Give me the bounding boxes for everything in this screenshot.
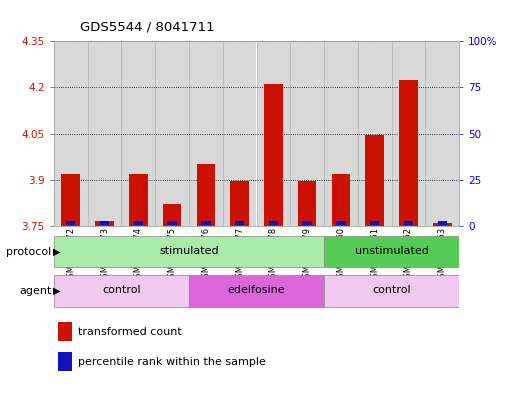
Bar [324,235,459,267]
Text: control: control [102,285,141,295]
Bar [189,275,324,307]
Bar [122,41,155,226]
Bar [95,221,114,226]
Bar [223,41,256,226]
Bar [58,322,72,341]
Bar [54,275,189,307]
Bar [391,41,425,226]
Bar [54,235,324,267]
Bar [425,41,459,226]
Text: percentile rank within the sample: percentile rank within the sample [78,357,266,367]
Bar [336,221,346,225]
Text: ▶: ▶ [53,246,61,257]
Bar [235,221,244,225]
Bar [167,221,177,225]
Text: transformed count: transformed count [78,327,182,337]
Bar [264,84,283,226]
Bar [133,221,143,225]
Bar [196,164,215,226]
Bar [155,41,189,226]
Bar [324,275,459,307]
Bar [324,41,358,226]
Bar [163,204,182,226]
Bar [62,174,80,226]
Bar [201,221,210,225]
Bar [433,223,451,226]
Bar [129,174,148,226]
Bar [66,221,75,225]
Bar [230,181,249,226]
Bar [404,221,413,225]
Bar [54,41,88,226]
Bar [365,135,384,226]
Bar [358,41,391,226]
Bar [269,221,278,225]
Bar [88,41,122,226]
Text: unstimulated: unstimulated [354,246,428,256]
Bar [370,221,380,225]
Bar [438,221,447,225]
Text: control: control [372,285,411,295]
Text: GDS5544 / 8041711: GDS5544 / 8041711 [80,20,214,33]
Bar [256,41,290,226]
Bar [100,221,109,225]
Bar [331,174,350,226]
Bar [303,221,312,225]
Bar [58,353,72,371]
Bar [298,181,317,226]
Text: agent: agent [19,286,51,296]
Bar [189,41,223,226]
Text: protocol: protocol [6,246,51,257]
Text: stimulated: stimulated [159,246,219,256]
Bar [399,80,418,226]
Text: ▶: ▶ [53,286,61,296]
Bar [290,41,324,226]
Text: edelfosine: edelfosine [228,285,285,295]
